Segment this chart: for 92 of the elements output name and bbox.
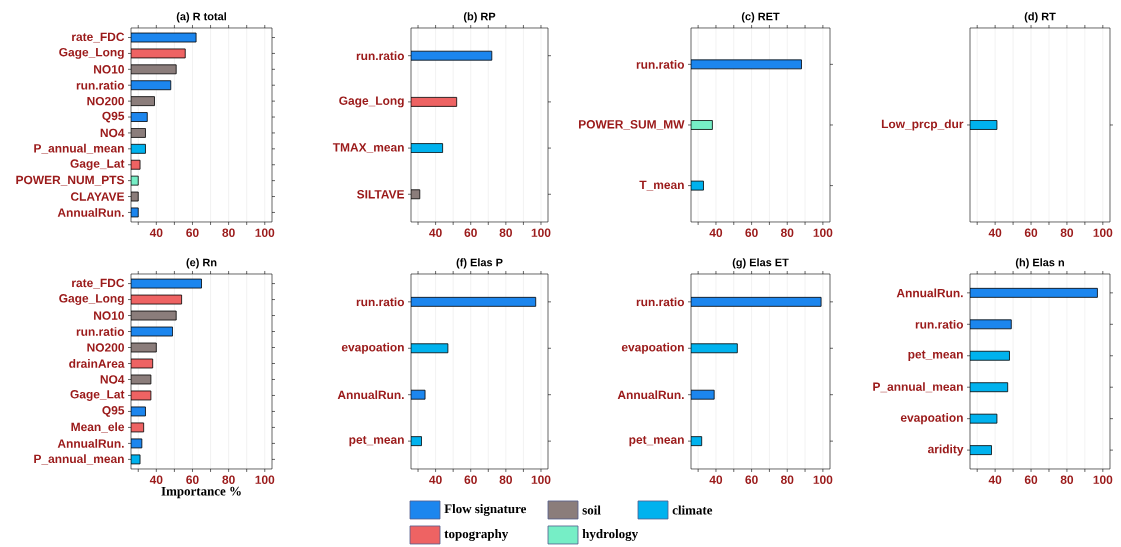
legend-label: Flow signature — [444, 504, 527, 516]
x-tick-label: 40 — [149, 475, 163, 484]
x-tick-label: 80 — [499, 475, 512, 484]
x-tick-label: 40 — [988, 228, 1002, 237]
y-tick-label: run.ratio — [356, 51, 405, 61]
y-tick-label: rate_FDC — [72, 32, 125, 43]
x-tick-label: 80 — [780, 228, 794, 237]
y-tick-label: evapoation — [341, 342, 404, 354]
x-tick-label: 100 — [1093, 475, 1113, 484]
y-tick-label: NO10 — [94, 311, 124, 320]
y-tick-label: Gage_Lat — [70, 159, 125, 171]
legend-label: hydrology — [582, 529, 638, 541]
y-tick-label: NO10 — [94, 65, 124, 74]
y-tick-label: POWER_NUM_PTS — [16, 175, 125, 186]
chart-title: (d) RT — [1024, 12, 1056, 23]
y-tick-label: P_annual_mean — [34, 143, 124, 154]
x-tick-label: 80 — [499, 228, 512, 237]
x-tick-label: 80 — [1060, 475, 1074, 484]
y-tick-label: pet_mean — [629, 435, 684, 447]
y-tick-label: NO4 — [100, 128, 125, 138]
y-tick-label: AnnualRun. — [617, 390, 684, 400]
y-tick-label: evapoation — [900, 413, 963, 425]
y-tick-label: run.ratio — [76, 327, 125, 336]
y-tick-label: run.ratio — [636, 297, 685, 307]
y-tick-label: rate_FDC — [72, 278, 125, 289]
x-tick-label: 40 — [429, 475, 442, 484]
legend-label: climate — [672, 505, 713, 515]
y-tick-label: NO200 — [87, 343, 124, 352]
y-tick-label: Q95 — [102, 406, 125, 417]
y-tick-label: T_mean — [639, 180, 684, 191]
x-tick-label: 60 — [186, 475, 199, 484]
y-tick-label: P_annual_mean — [873, 382, 963, 393]
y-tick-label: TMAX_mean — [332, 143, 404, 153]
y-tick-label: SILTAVE — [357, 190, 405, 199]
legend-label: soil — [582, 505, 601, 515]
y-tick-label: Gage_Lat — [70, 390, 125, 401]
x-tick-label: 60 — [745, 228, 758, 237]
y-tick-label: Gage_Long — [59, 294, 124, 305]
y-tick-label: Gage_Long — [59, 47, 124, 59]
x-tick-label: 60 — [745, 475, 758, 484]
y-tick-label: POWER_SUM_MW — [579, 120, 685, 130]
x-tick-label: 100 — [813, 475, 833, 484]
y-tick-label: Low_prcp_dur — [881, 119, 964, 131]
x-tick-label: 40 — [709, 228, 723, 237]
y-tick-label: drainArea — [69, 359, 125, 368]
x-tick-label: 100 — [531, 475, 551, 484]
y-tick-label: NO4 — [100, 375, 125, 384]
x-tick-label: 60 — [1024, 475, 1038, 484]
y-tick-label: pet_mean — [349, 435, 404, 447]
y-tick-label: run.ratio — [356, 297, 405, 307]
y-tick-label: Mean_ele — [71, 422, 125, 433]
legend-label: topography — [444, 529, 509, 541]
y-tick-label: Q95 — [102, 111, 125, 123]
x-tick-label: 60 — [1024, 228, 1038, 237]
x-tick-label: 100 — [813, 228, 833, 237]
y-tick-label: run.ratio — [76, 80, 125, 90]
x-axis-title: Importance % — [161, 486, 241, 499]
x-tick-label: 80 — [222, 228, 235, 237]
x-tick-label: 100 — [531, 228, 551, 237]
x-tick-label: 40 — [149, 228, 163, 237]
x-tick-label: 80 — [780, 475, 794, 484]
y-tick-label: evapoation — [621, 342, 684, 354]
chart-title: (a) R total — [176, 12, 226, 23]
x-tick-label: 60 — [464, 475, 477, 484]
y-tick-label: AnnualRun. — [337, 390, 404, 400]
y-tick-label: CLAYAVE — [70, 192, 125, 201]
y-tick-label: pet_mean — [908, 350, 963, 361]
x-tick-label: 60 — [464, 228, 477, 237]
x-tick-label: 40 — [709, 475, 723, 484]
y-tick-label: NO200 — [87, 96, 124, 106]
y-tick-label: run.ratio — [636, 59, 685, 69]
y-tick-label: AnnualRun. — [57, 439, 124, 448]
x-tick-label: 80 — [222, 475, 235, 484]
y-tick-label: P_annual_mean — [34, 454, 124, 465]
x-tick-label: 100 — [255, 228, 275, 237]
chart-title: (b) RP — [463, 12, 496, 23]
y-tick-label: run.ratio — [915, 319, 964, 329]
chart-title: (g) Elas ET — [732, 258, 789, 269]
x-tick-label: 40 — [988, 475, 1002, 484]
chart-title: (h) Elas n — [1015, 258, 1064, 269]
chart-title: (f) Elas P — [456, 258, 503, 269]
y-tick-label: Gage_Long — [339, 96, 404, 108]
y-tick-label: AnnualRun. — [57, 208, 124, 217]
x-tick-label: 60 — [186, 228, 199, 237]
chart-title: (e) Rn — [186, 258, 217, 269]
y-tick-label: aridity — [927, 444, 964, 456]
x-tick-label: 100 — [1093, 228, 1113, 237]
x-tick-label: 40 — [429, 228, 442, 237]
x-tick-label: 100 — [255, 475, 275, 484]
x-tick-label: 80 — [1060, 228, 1074, 237]
chart-title: (c) RET — [741, 12, 780, 23]
y-tick-label: AnnualRun. — [896, 288, 963, 298]
